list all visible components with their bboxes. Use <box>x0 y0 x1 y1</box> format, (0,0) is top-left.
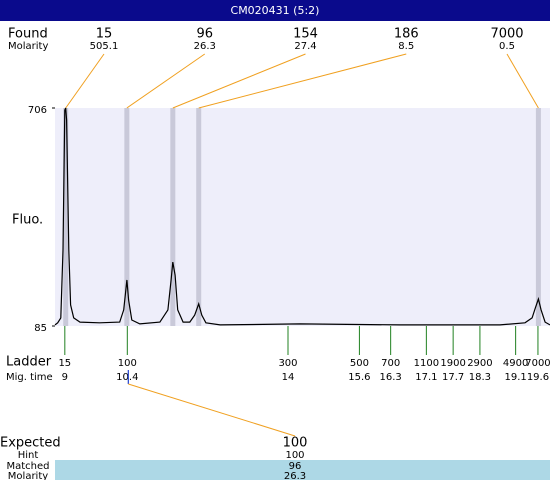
found-size: 186 <box>394 27 419 42</box>
ladder-time: 18.3 <box>469 372 491 383</box>
ladder-size: 1900 <box>440 358 465 369</box>
ladder-time: 19.1 <box>504 372 526 383</box>
peak-link <box>126 53 206 109</box>
peak-band <box>63 108 69 326</box>
ladder-size: 700 <box>381 358 400 369</box>
ladder-time: 17.7 <box>442 372 464 383</box>
ladder-time: 16.3 <box>380 372 402 383</box>
found-size: 7000 <box>490 27 523 42</box>
found-label: Found <box>8 27 48 42</box>
plot-area <box>55 108 550 326</box>
ladder-size: 500 <box>350 358 369 369</box>
ladder-size: 2900 <box>467 358 492 369</box>
ladder-size: 300 <box>278 358 297 369</box>
matched-value: 96 <box>289 461 302 472</box>
found-size: 15 <box>96 27 113 42</box>
ladder-size: 4900 <box>503 358 528 369</box>
ladder-time: 9 <box>62 372 68 383</box>
peak-band <box>124 108 130 326</box>
ladder-size: 15 <box>58 358 71 369</box>
mig-time-label: Mig. time <box>6 372 53 383</box>
peak-link <box>198 53 407 109</box>
hint-label: Hint <box>18 450 39 461</box>
expected-link <box>128 383 296 437</box>
ladder-time: 17.1 <box>415 372 437 383</box>
peak-link <box>506 53 539 109</box>
ladder-label: Ladder <box>6 355 52 370</box>
molarity-label: Molarity <box>8 41 48 52</box>
found-size: 154 <box>293 27 318 42</box>
y-tick-label: 706 <box>28 105 47 116</box>
matched-band <box>55 460 550 480</box>
found-molarity: 8.5 <box>398 41 414 52</box>
title: CM020431 (5:2) <box>231 4 320 17</box>
title-bar <box>0 0 550 21</box>
peak-link <box>172 53 306 109</box>
y-tick-label: 85 <box>34 323 47 334</box>
peak-link <box>65 53 105 109</box>
expected-molarity-label: Molarity <box>8 471 48 480</box>
ladder-size: 7000 <box>525 358 550 369</box>
peak-band <box>535 108 541 326</box>
ladder-size: 1100 <box>414 358 439 369</box>
ladder-time: 14 <box>282 372 295 383</box>
found-molarity: 0.5 <box>499 41 515 52</box>
hint-value: 100 <box>285 450 304 461</box>
peak-band <box>196 108 202 326</box>
peak-band <box>170 108 176 326</box>
trace <box>54 107 550 326</box>
expected-size: 100 <box>283 436 308 451</box>
ladder-time: 19.6 <box>527 372 549 383</box>
y-label: Fluo. <box>12 213 43 228</box>
ladder-size: 100 <box>118 358 137 369</box>
found-molarity: 27.4 <box>294 41 316 52</box>
found-size: 96 <box>196 27 213 42</box>
matched-label: Matched <box>6 461 49 472</box>
found-molarity: 505.1 <box>90 41 119 52</box>
expected-molarity: 26.3 <box>284 471 306 480</box>
ladder-time: 10.4 <box>116 372 138 383</box>
found-molarity: 26.3 <box>194 41 216 52</box>
expected-label: Expected <box>0 436 61 451</box>
ladder-time: 15.6 <box>348 372 370 383</box>
